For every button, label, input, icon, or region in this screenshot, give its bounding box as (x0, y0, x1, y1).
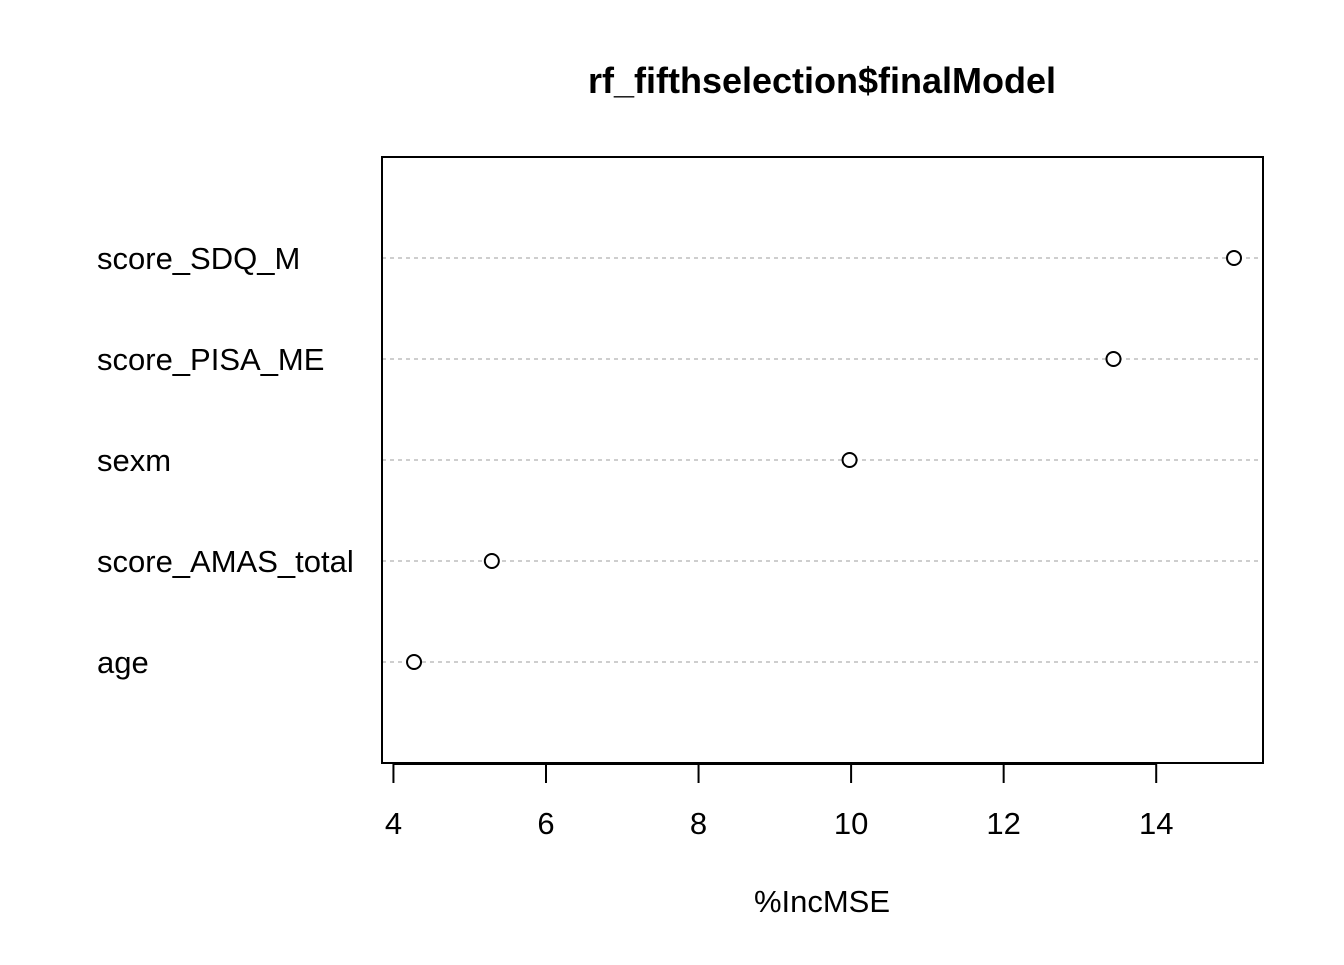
grid-lines (382, 257, 1263, 663)
x-axis: 4 6 8 10 12 14 (385, 763, 1173, 841)
data-point-score_AMAS_total (483, 553, 500, 569)
data-point-sexm (841, 452, 858, 468)
category-label-sexm: sexm (97, 443, 171, 478)
chart-title: rf_fifthselection$finalModel (588, 60, 1056, 101)
x-tick-label-6: 6 (537, 806, 554, 841)
x-axis-label: %IncMSE (754, 884, 890, 919)
x-tick-label-4: 4 (385, 806, 402, 841)
x-tick-label-10: 10 (834, 806, 868, 841)
data-point-age (406, 654, 423, 670)
x-tick-label-12: 12 (986, 806, 1020, 841)
x-tick-label-8: 8 (690, 806, 707, 841)
category-label-score_PISA_ME: score_PISA_ME (97, 342, 324, 377)
category-label-age: age (97, 645, 149, 680)
category-label-score_SDQ_M: score_SDQ_M (97, 241, 300, 276)
data-point-score_SDQ_M (1226, 250, 1243, 266)
x-tick-label-14: 14 (1139, 806, 1173, 841)
data-points (406, 250, 1243, 670)
category-label-score_AMAS_total: score_AMAS_total (97, 544, 354, 579)
data-point-score_PISA_ME (1105, 351, 1122, 367)
